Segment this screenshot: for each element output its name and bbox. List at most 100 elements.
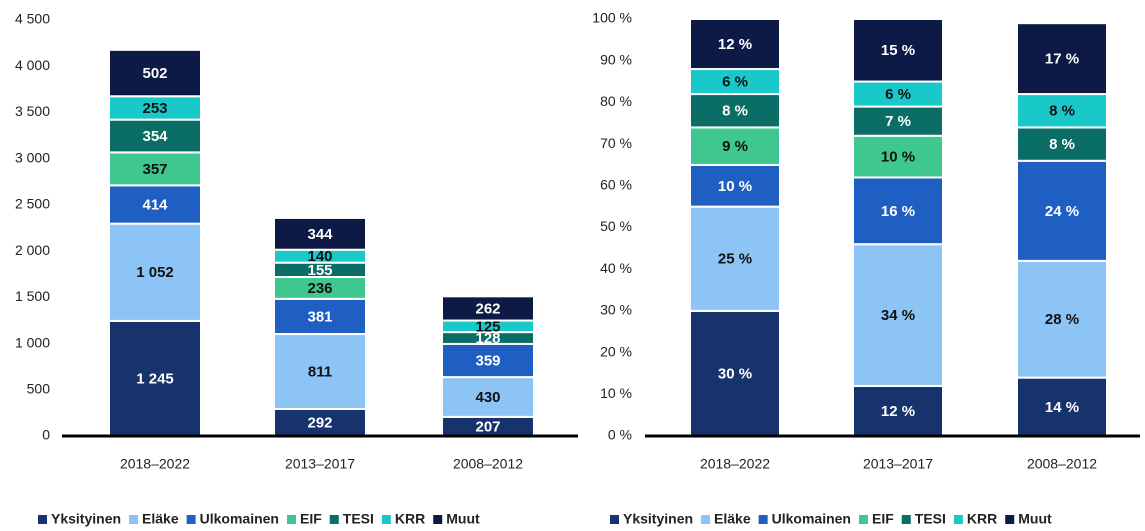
value-label: 7 % <box>885 113 911 130</box>
value-label: 811 <box>308 363 332 380</box>
value-label: 414 <box>142 196 168 213</box>
legend-label: Muut <box>446 511 480 527</box>
value-label: 15 % <box>881 42 915 59</box>
value-label: 16 % <box>881 203 915 220</box>
value-label: 430 <box>475 389 500 406</box>
y-tick-label: 10 % <box>600 385 632 401</box>
y-tick-label: 1 500 <box>15 288 50 304</box>
value-label: 381 <box>307 308 332 325</box>
value-label: 128 <box>475 330 500 347</box>
value-label: 30 % <box>718 365 752 382</box>
bar-segment <box>108 151 202 187</box>
legend-label: Muut <box>1018 511 1052 527</box>
y-tick-label: 90 % <box>600 51 632 67</box>
bar-segment <box>108 222 202 322</box>
bar-segment <box>689 68 781 96</box>
legend-swatch <box>758 515 768 524</box>
bar-segment <box>1016 93 1108 129</box>
value-label: 17 % <box>1045 51 1079 68</box>
value-label: 8 % <box>1049 103 1075 120</box>
legend-label: KRR <box>395 511 425 527</box>
bar-segment <box>108 319 202 438</box>
value-label: 10 % <box>881 149 915 166</box>
legend-swatch <box>858 515 868 524</box>
y-tick-label: 2 000 <box>15 242 50 258</box>
legend-swatch <box>186 515 196 524</box>
value-label: 155 <box>307 262 332 279</box>
x-tick-label: 2018–2022 <box>120 456 190 472</box>
legend-label: Eläke <box>714 511 751 527</box>
value-label: 34 % <box>881 307 915 324</box>
value-label: 10 % <box>718 178 752 195</box>
bar-segment <box>273 216 367 251</box>
y-tick-label: 70 % <box>600 135 632 151</box>
value-label: 125 <box>475 318 500 335</box>
y-tick-label: 500 <box>27 380 51 396</box>
legend-swatch <box>38 515 47 524</box>
bar-segment <box>852 80 944 108</box>
value-label: 207 <box>475 418 500 435</box>
bar-segment <box>441 342 535 379</box>
x-tick-label: 2013–2017 <box>285 456 355 472</box>
legend-swatch <box>129 515 139 524</box>
bar-segment <box>108 48 202 98</box>
y-tick-label: 0 % <box>608 427 632 443</box>
legend-swatch <box>953 515 963 524</box>
x-tick-label: 2008–2012 <box>453 456 523 472</box>
bar-segment <box>273 333 367 411</box>
value-label: 25 % <box>718 251 752 268</box>
bar-segment <box>441 295 535 322</box>
y-tick-label: 4 000 <box>15 57 50 73</box>
value-label: 262 <box>475 300 500 317</box>
value-label: 6 % <box>722 74 748 91</box>
value-label: 8 % <box>722 103 748 120</box>
y-tick-label: 50 % <box>600 218 632 234</box>
bar-segment <box>273 408 367 438</box>
value-label: 14 % <box>1045 399 1079 416</box>
value-label: 1 052 <box>136 264 174 281</box>
value-label: 6 % <box>885 86 911 103</box>
bar-segment <box>273 297 367 336</box>
legend-swatch <box>610 515 619 524</box>
legend-swatch <box>329 515 339 524</box>
y-tick-label: 60 % <box>600 177 632 193</box>
legend-swatch <box>901 515 911 524</box>
y-tick-label: 3 000 <box>15 149 50 165</box>
bar-segment <box>441 376 535 418</box>
value-label: 12 % <box>881 403 915 420</box>
bar-segment <box>852 384 944 437</box>
bar-segment <box>689 205 781 312</box>
x-tick-label: 2008–2012 <box>1027 456 1097 472</box>
value-label: 8 % <box>1049 136 1075 153</box>
value-label: 24 % <box>1045 203 1079 220</box>
legend-label: EIF <box>872 511 894 527</box>
bar-segment <box>852 18 944 83</box>
legend-label: TESI <box>915 511 946 527</box>
y-tick-label: 80 % <box>600 93 632 109</box>
legend-swatch <box>1005 515 1015 524</box>
bar-segment <box>689 93 781 129</box>
bar-segment <box>852 176 944 246</box>
value-label: 9 % <box>722 138 748 155</box>
value-label: 253 <box>142 100 167 117</box>
bar-segment <box>852 243 944 387</box>
y-tick-label: 100 % <box>592 10 632 26</box>
legend-swatch <box>286 515 296 524</box>
y-tick-label: 20 % <box>600 343 632 359</box>
value-label: 12 % <box>718 36 752 53</box>
value-label: 502 <box>142 65 167 82</box>
bar-segment <box>689 309 781 437</box>
legend-swatch <box>381 515 391 524</box>
y-tick-label: 3 500 <box>15 103 50 119</box>
y-tick-label: 40 % <box>600 260 632 276</box>
value-label: 1 245 <box>136 370 174 387</box>
y-tick-label: 2 500 <box>15 196 50 212</box>
y-tick-label: 30 % <box>600 302 632 318</box>
value-label: 28 % <box>1045 311 1079 328</box>
legend-label: Yksityinen <box>623 511 693 527</box>
bar-segment <box>1016 22 1108 96</box>
legend-label: EIF <box>300 511 322 527</box>
x-tick-label: 2018–2022 <box>700 456 770 472</box>
legend-label: Ulkomainen <box>200 511 279 527</box>
